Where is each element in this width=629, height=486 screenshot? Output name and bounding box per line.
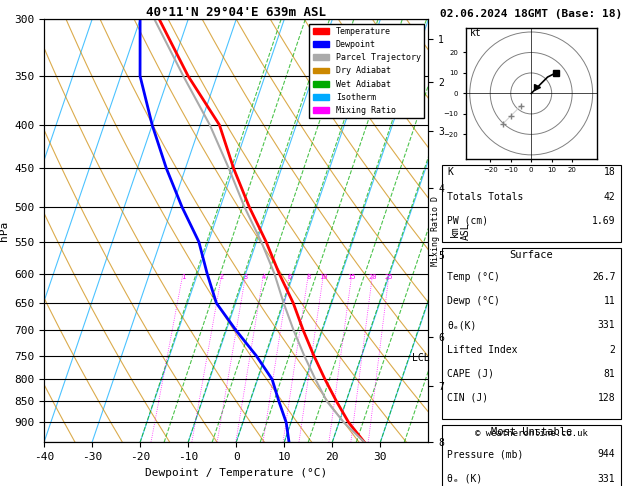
Text: Pressure (mb): Pressure (mb): [447, 450, 523, 459]
Text: 331: 331: [598, 320, 615, 330]
Text: Lifted Index: Lifted Index: [447, 345, 518, 355]
Y-axis label: km
ASL: km ASL: [450, 222, 471, 240]
Text: 42: 42: [604, 191, 615, 202]
Text: 2: 2: [220, 274, 224, 280]
X-axis label: Dewpoint / Temperature (°C): Dewpoint / Temperature (°C): [145, 468, 327, 478]
Text: 02.06.2024 18GMT (Base: 18): 02.06.2024 18GMT (Base: 18): [440, 9, 623, 18]
Text: θₑ(K): θₑ(K): [447, 320, 476, 330]
Text: Surface: Surface: [509, 250, 553, 260]
Bar: [442, 425, 621, 486]
Title: 40°11'N 29°04'E 639m ASL: 40°11'N 29°04'E 639m ASL: [146, 6, 326, 19]
Text: 6: 6: [287, 274, 292, 280]
Text: LCL: LCL: [411, 353, 429, 363]
Y-axis label: hPa: hPa: [0, 221, 9, 241]
Bar: [442, 248, 621, 419]
Text: 15: 15: [348, 274, 356, 280]
Text: 331: 331: [598, 473, 615, 484]
Text: Totals Totals: Totals Totals: [447, 191, 523, 202]
Text: θₑ (K): θₑ (K): [447, 473, 482, 484]
Text: 81: 81: [604, 369, 615, 379]
Text: 26.7: 26.7: [592, 272, 615, 282]
Text: 3: 3: [244, 274, 248, 280]
Legend: Temperature, Dewpoint, Parcel Trajectory, Dry Adiabat, Wet Adiabat, Isotherm, Mi: Temperature, Dewpoint, Parcel Trajectory…: [309, 24, 424, 118]
Bar: [442, 165, 621, 242]
Text: 18: 18: [604, 167, 615, 177]
Text: 25: 25: [385, 274, 393, 280]
Text: CAPE (J): CAPE (J): [447, 369, 494, 379]
Text: © weatheronline.co.uk: © weatheronline.co.uk: [475, 429, 587, 438]
Text: 20: 20: [369, 274, 377, 280]
Text: CIN (J): CIN (J): [447, 393, 488, 403]
Text: Mixing Ratio D
(g/kg): Mixing Ratio D (g/kg): [431, 196, 450, 266]
Text: 8: 8: [306, 274, 311, 280]
Text: 4: 4: [262, 274, 265, 280]
Text: Dewp (°C): Dewp (°C): [447, 296, 500, 306]
Text: 128: 128: [598, 393, 615, 403]
Text: K: K: [447, 167, 453, 177]
Text: Most Unstable: Most Unstable: [491, 428, 572, 437]
Text: PW (cm): PW (cm): [447, 216, 488, 226]
Text: 11: 11: [604, 296, 615, 306]
Text: Temp (°C): Temp (°C): [447, 272, 500, 282]
Text: 1: 1: [181, 274, 185, 280]
Text: 10: 10: [320, 274, 328, 280]
Text: 1.69: 1.69: [592, 216, 615, 226]
Text: 2: 2: [610, 345, 615, 355]
Text: 944: 944: [598, 450, 615, 459]
